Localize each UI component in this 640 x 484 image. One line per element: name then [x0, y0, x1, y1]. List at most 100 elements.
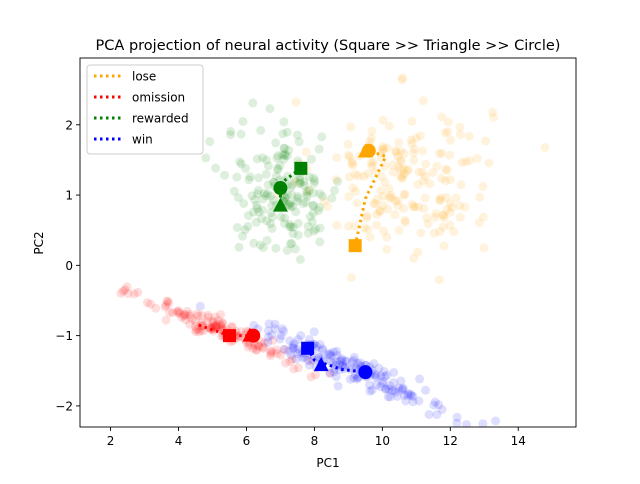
lose-point: [391, 147, 401, 157]
y-tick-label: 0: [65, 259, 73, 273]
win-point: [397, 385, 407, 395]
lose-point: [437, 173, 447, 183]
rewarded-point: [280, 193, 290, 203]
lose-point: [413, 247, 423, 257]
omission-point: [203, 312, 213, 322]
lose-point: [399, 203, 409, 213]
lose-point: [362, 213, 372, 223]
win-point: [339, 364, 349, 374]
lose-point: [369, 199, 379, 208]
lose-point: [367, 161, 377, 171]
legend-label-win: win: [132, 133, 153, 147]
win-point: [267, 330, 277, 340]
rewarded-point: [284, 145, 294, 155]
x-tick-label: 6: [243, 434, 251, 448]
rewarded-point: [273, 151, 283, 161]
win-point: [376, 382, 386, 392]
lose-point: [377, 172, 386, 182]
rewarded-point: [302, 186, 312, 196]
win-point: [326, 351, 336, 361]
rewarded-point: [292, 196, 302, 206]
omission-point: [193, 311, 203, 321]
win-point: [429, 400, 439, 410]
lose-point: [301, 147, 311, 157]
lose-point: [365, 232, 375, 242]
x-tick-label: 8: [311, 434, 319, 448]
win-point: [318, 344, 328, 354]
omission-point: [123, 289, 133, 299]
lose-point: [407, 199, 417, 209]
lose-point: [440, 128, 450, 138]
rewarded-point: [262, 155, 271, 165]
trajectory-markers: [222, 143, 376, 380]
omission-point: [217, 319, 227, 329]
lose-point: [382, 232, 392, 242]
lose-point: [359, 172, 369, 181]
win-point: [335, 356, 345, 366]
omission-point: [253, 340, 263, 350]
omission-point: [254, 342, 264, 352]
win-point: [286, 350, 296, 360]
lose-point: [304, 186, 314, 196]
rewarded-point: [263, 189, 273, 199]
win-point: [387, 386, 397, 396]
rewarded-triangle-marker: [272, 197, 288, 212]
rewarded-point: [307, 154, 316, 164]
rewarded-point: [234, 193, 243, 203]
rewarded-point: [226, 127, 236, 136]
rewarded-point: [287, 190, 297, 200]
win-point: [249, 320, 259, 330]
omission-point: [281, 358, 291, 368]
lose-point: [387, 193, 396, 203]
rewarded-point: [307, 217, 317, 227]
win-point: [396, 376, 406, 386]
rewarded-point: [304, 185, 314, 195]
lose-point: [409, 253, 419, 263]
omission-point: [243, 342, 253, 352]
omission-point: [258, 342, 268, 352]
omission-point: [163, 296, 173, 306]
lose-point: [461, 157, 471, 167]
win-point: [491, 416, 501, 426]
lose-point: [395, 155, 405, 165]
lose-point: [410, 144, 419, 154]
omission-circle-marker: [246, 328, 261, 343]
rewarded-point: [289, 222, 298, 232]
omission-point: [216, 310, 226, 320]
legend-label-lose: lose: [132, 70, 156, 84]
lose-point: [372, 220, 382, 230]
rewarded-point: [267, 201, 277, 211]
win-point: [383, 392, 393, 402]
rewarded-point: [211, 163, 221, 173]
rewarded-point: [238, 231, 247, 241]
omission-point: [266, 349, 275, 359]
rewarded-point: [239, 199, 249, 208]
lose-point: [362, 211, 372, 221]
lose-point: [421, 172, 430, 182]
win-point: [374, 363, 384, 373]
win-point: [288, 343, 298, 353]
rewarded-point: [294, 179, 304, 189]
lose-point: [414, 202, 423, 212]
win-point: [372, 371, 381, 381]
x-tick-label: 12: [443, 434, 458, 448]
lose-point: [393, 201, 403, 210]
rewarded-point: [232, 223, 242, 232]
win-point: [332, 346, 342, 356]
rewarded-point: [285, 198, 295, 208]
omission-point: [168, 308, 178, 318]
win-point: [384, 384, 394, 394]
rewarded-point: [286, 222, 296, 232]
omission-point: [311, 370, 321, 380]
lose-point: [396, 171, 406, 181]
rewarded-point: [284, 200, 293, 210]
rewarded-point: [280, 213, 290, 223]
rewarded-point: [282, 127, 292, 137]
omission-point: [194, 327, 204, 337]
lose-point: [389, 167, 398, 177]
lose-point: [540, 143, 550, 152]
legend-label-rewarded: rewarded: [132, 112, 189, 126]
win-point: [408, 397, 418, 407]
rewarded-point: [257, 214, 267, 224]
